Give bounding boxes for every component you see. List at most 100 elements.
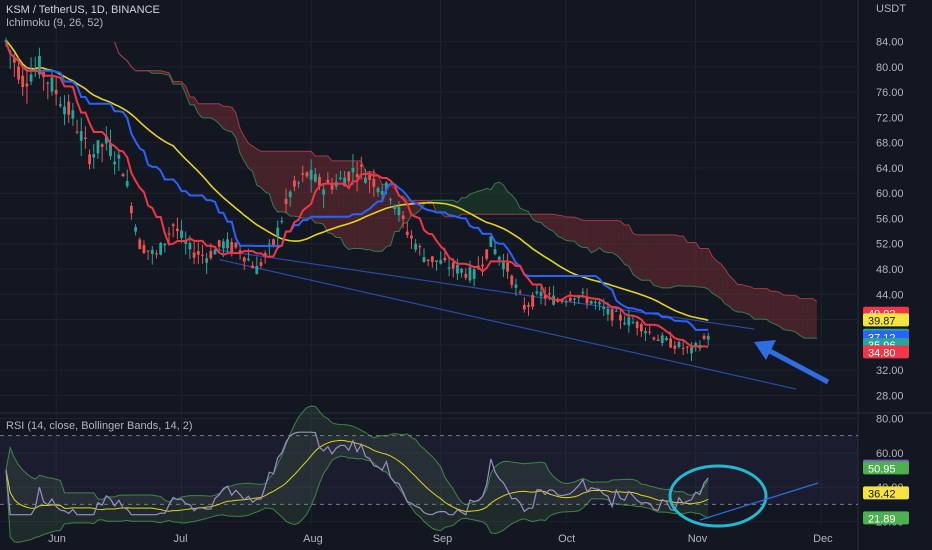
cloud-segment xyxy=(733,279,738,312)
cloud-segment xyxy=(674,234,679,287)
candle-body xyxy=(305,172,309,177)
candle-body xyxy=(648,331,652,333)
candle-body xyxy=(535,291,539,294)
cloud-segment xyxy=(286,151,291,217)
cloud-segment xyxy=(361,160,366,250)
candle-body xyxy=(242,257,246,262)
cloud-segment xyxy=(298,151,303,219)
cloud-segment xyxy=(796,295,801,336)
candle-body xyxy=(610,309,614,321)
cloud-segment xyxy=(687,242,692,287)
cloud-segment xyxy=(269,151,274,207)
candle-body xyxy=(251,265,255,269)
price-axis-tick: 56.00 xyxy=(876,213,904,225)
cloud-segment xyxy=(578,218,583,248)
price-axis-tick: 80.00 xyxy=(876,62,904,74)
candle-body xyxy=(209,250,213,259)
candle-body xyxy=(514,284,518,288)
channel-upper-line xyxy=(219,249,755,330)
moving-average-line xyxy=(5,39,709,322)
cloud-segment xyxy=(265,151,270,194)
candle-body xyxy=(548,293,551,295)
rsi-badge: 21.89 xyxy=(863,511,909,525)
cloud-segment xyxy=(683,236,688,287)
cloud-segment xyxy=(499,182,504,215)
price-axis-tick: 76.00 xyxy=(876,87,904,99)
candle-body xyxy=(631,322,635,324)
candle-body xyxy=(113,161,117,165)
candle-body xyxy=(96,140,100,154)
candle-body xyxy=(456,264,459,274)
cloud-segment xyxy=(486,188,491,215)
cloud-segment xyxy=(244,136,249,169)
price-badge-bg xyxy=(863,345,909,359)
candle-body xyxy=(234,242,238,248)
candle-body xyxy=(330,184,334,190)
cloud-segment xyxy=(549,214,554,232)
cloud-segment xyxy=(545,214,550,230)
candle-body xyxy=(593,301,597,303)
candle-body xyxy=(58,104,62,107)
candle-body xyxy=(685,346,689,348)
candle-body xyxy=(142,245,146,253)
cloud-segment xyxy=(670,234,675,288)
candle-body xyxy=(581,291,585,294)
candle-body xyxy=(263,253,267,257)
candle-body xyxy=(665,337,668,341)
cloud-segment xyxy=(812,298,817,339)
cloud-segment xyxy=(532,214,537,222)
cloud-segment xyxy=(340,160,345,246)
cloud-segment xyxy=(156,70,161,74)
candle-body xyxy=(50,77,54,92)
price-axis-tick: 72.00 xyxy=(876,112,904,124)
candle-body xyxy=(284,198,288,204)
candle-body xyxy=(293,180,296,187)
price-badge: 34.80 xyxy=(863,345,909,359)
candle-body xyxy=(226,239,229,249)
candle-body xyxy=(384,182,388,190)
cloud-segment xyxy=(595,220,600,251)
cloud-segment xyxy=(240,128,245,162)
candle-body xyxy=(401,215,405,219)
senkou-span-a xyxy=(114,42,817,339)
cloud-segment xyxy=(311,151,316,223)
candle-body xyxy=(130,205,133,214)
candle-body xyxy=(410,235,413,239)
candle-body xyxy=(485,249,489,259)
cloud-segment xyxy=(302,151,307,219)
candle-body xyxy=(79,131,83,141)
cloud-segment xyxy=(223,106,228,131)
rsi-band-fill xyxy=(0,435,858,505)
candle-body xyxy=(134,227,137,232)
symbol-title[interactable]: KSM / TetherUS, 1D, BINANCE xyxy=(6,4,160,16)
cloud-segment xyxy=(766,288,771,323)
candle-body xyxy=(656,339,660,341)
cloud-segment xyxy=(553,214,558,237)
candle-body xyxy=(447,267,451,269)
price-axis-tick: 84.00 xyxy=(876,37,904,49)
candle-body xyxy=(247,258,250,261)
cloud-segment xyxy=(281,151,287,213)
candle-body xyxy=(146,250,150,252)
candle-body xyxy=(46,82,50,84)
candle-body xyxy=(589,300,593,304)
annotation-arrow-head xyxy=(754,340,776,360)
cloud-segment xyxy=(637,234,642,281)
cloud-segment xyxy=(323,155,328,233)
rsi-indicator-label[interactable]: RSI (14, close, Bollinger Bands, 14, 2) xyxy=(6,420,193,432)
cloud-segment xyxy=(260,151,266,192)
candle-body xyxy=(54,89,58,95)
candle-body xyxy=(481,264,484,267)
cloud-segment xyxy=(336,160,341,238)
candle-body xyxy=(29,74,33,82)
ichimoku-indicator-label[interactable]: Ichimoku (9, 26, 52) xyxy=(6,17,104,29)
cloud-segment xyxy=(645,234,650,281)
cloud-segment xyxy=(704,248,709,290)
candle-body xyxy=(543,295,547,299)
candle-body xyxy=(12,58,16,63)
candle-body xyxy=(694,342,698,346)
cloud-segment xyxy=(210,103,215,121)
cloud-segment xyxy=(319,155,324,225)
cloud-segment xyxy=(390,184,395,246)
